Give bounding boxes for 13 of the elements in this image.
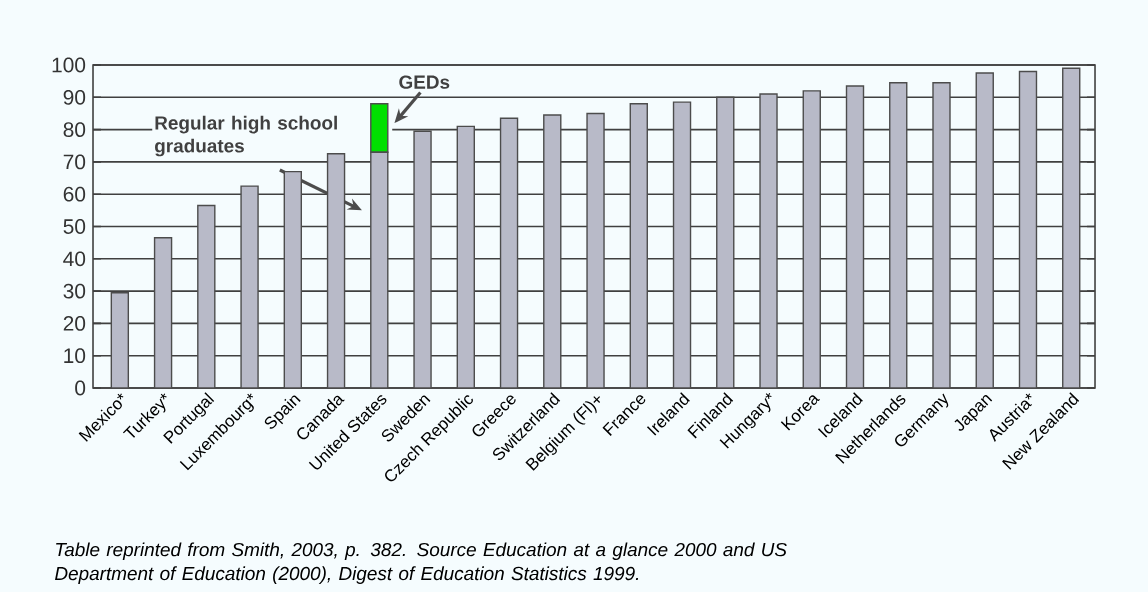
- y-tick-label: 100: [52, 57, 86, 73]
- annotation: GEDs: [399, 75, 450, 89]
- y-tick-label: 10: [64, 348, 86, 364]
- y-tick-label: 90: [63, 89, 86, 105]
- y-tick-label: 80: [63, 122, 86, 138]
- y-tick-label: 70: [63, 154, 86, 170]
- y-tick-label: 60: [63, 186, 86, 202]
- y-tick-label: 30: [63, 283, 86, 299]
- y-tick-label: 40: [63, 251, 86, 267]
- y-tick-label: 50: [63, 219, 86, 234]
- annotation: Regular high school graduates: [155, 115, 337, 157]
- text: Table reprinted from Smith, 2003, p. 382. Source Education at a glance 2000 and US Department of Education (2000), Digest of Education Statistics 1999.: [55, 542, 787, 584]
- y-tick-label: 20: [63, 316, 86, 331]
